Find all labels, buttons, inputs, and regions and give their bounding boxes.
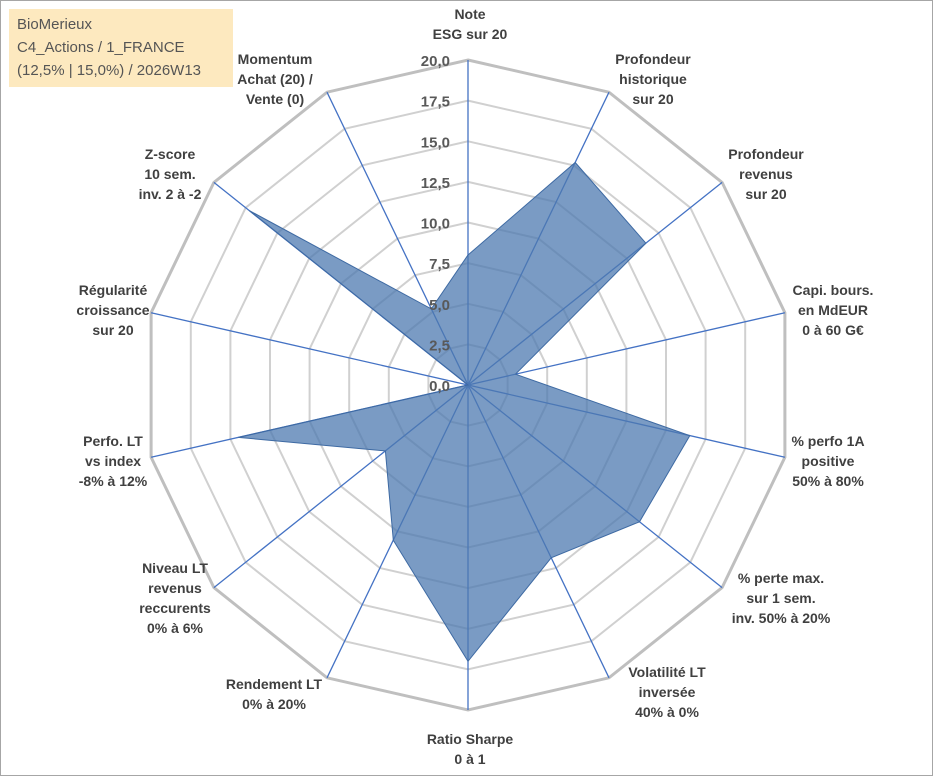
axis-label: Niveau LT revenus reccurents 0% à 6% [139,560,211,636]
info-box: BioMerieux C4_Actions / 1_FRANCE (12,5% … [9,9,233,87]
radar-series [238,161,691,663]
axis-spoke [150,312,469,386]
axis-label: % perfo 1A positive 50% à 80% [791,433,864,489]
axis-label: Note ESG sur 20 [433,6,508,42]
radial-tick-label: 5,0 [429,297,450,314]
radial-tick-labels: 0,0 2,5 5,0 7,5 10,0 12,5 15,0 17,5 20,0 [421,53,450,395]
radial-tick-label: 17,5 [421,94,450,111]
axis-label: Z-score 10 sem. inv. 2 à -2 [139,146,202,202]
axis-label: Rendement LT 0% à 20% [226,676,323,712]
axis-label: Perfo. LT vs index -8% à 12% [79,433,148,489]
radial-tick-label: 0,0 [429,378,450,395]
radial-tick-label: 7,5 [429,256,450,273]
axis-label: Ratio Sharpe 0 à 1 [427,731,514,767]
radial-tick-label: 20,0 [421,53,450,70]
axis-label: % perte max. sur 1 sem. inv. 50% à 20% [732,570,831,626]
axis-labels: Note ESG sur 20 Profondeur historique sur 20… [76,6,873,767]
radial-tick-label: 15,0 [421,134,450,151]
axis-label: Profondeur historique sur 20 [615,51,691,107]
portfolio-label: C4_Actions / 1_FRANCE [17,39,185,56]
axis-label: Volatilité LT inversée 40% à 0% [628,664,706,720]
radial-tick-label: 12,5 [421,175,450,192]
radial-tick-label: 2,5 [429,337,450,354]
radial-tick-label: 10,0 [421,216,450,233]
axis-label: Profondeur revenus sur 20 [728,146,804,202]
axis-label: Régularité croissance sur 20 [76,282,149,338]
axis-label: Capi. bours. en MdEUR 0 à 60 G€ [793,282,874,338]
series-area [238,161,691,663]
axis-spoke [467,312,786,386]
params-label: (12,5% | 15,0%) / 2026W13 [17,62,201,79]
axis-label: Momentum Achat (20) / Vente (0) [237,51,313,107]
company-name: BioMerieux [17,16,93,33]
